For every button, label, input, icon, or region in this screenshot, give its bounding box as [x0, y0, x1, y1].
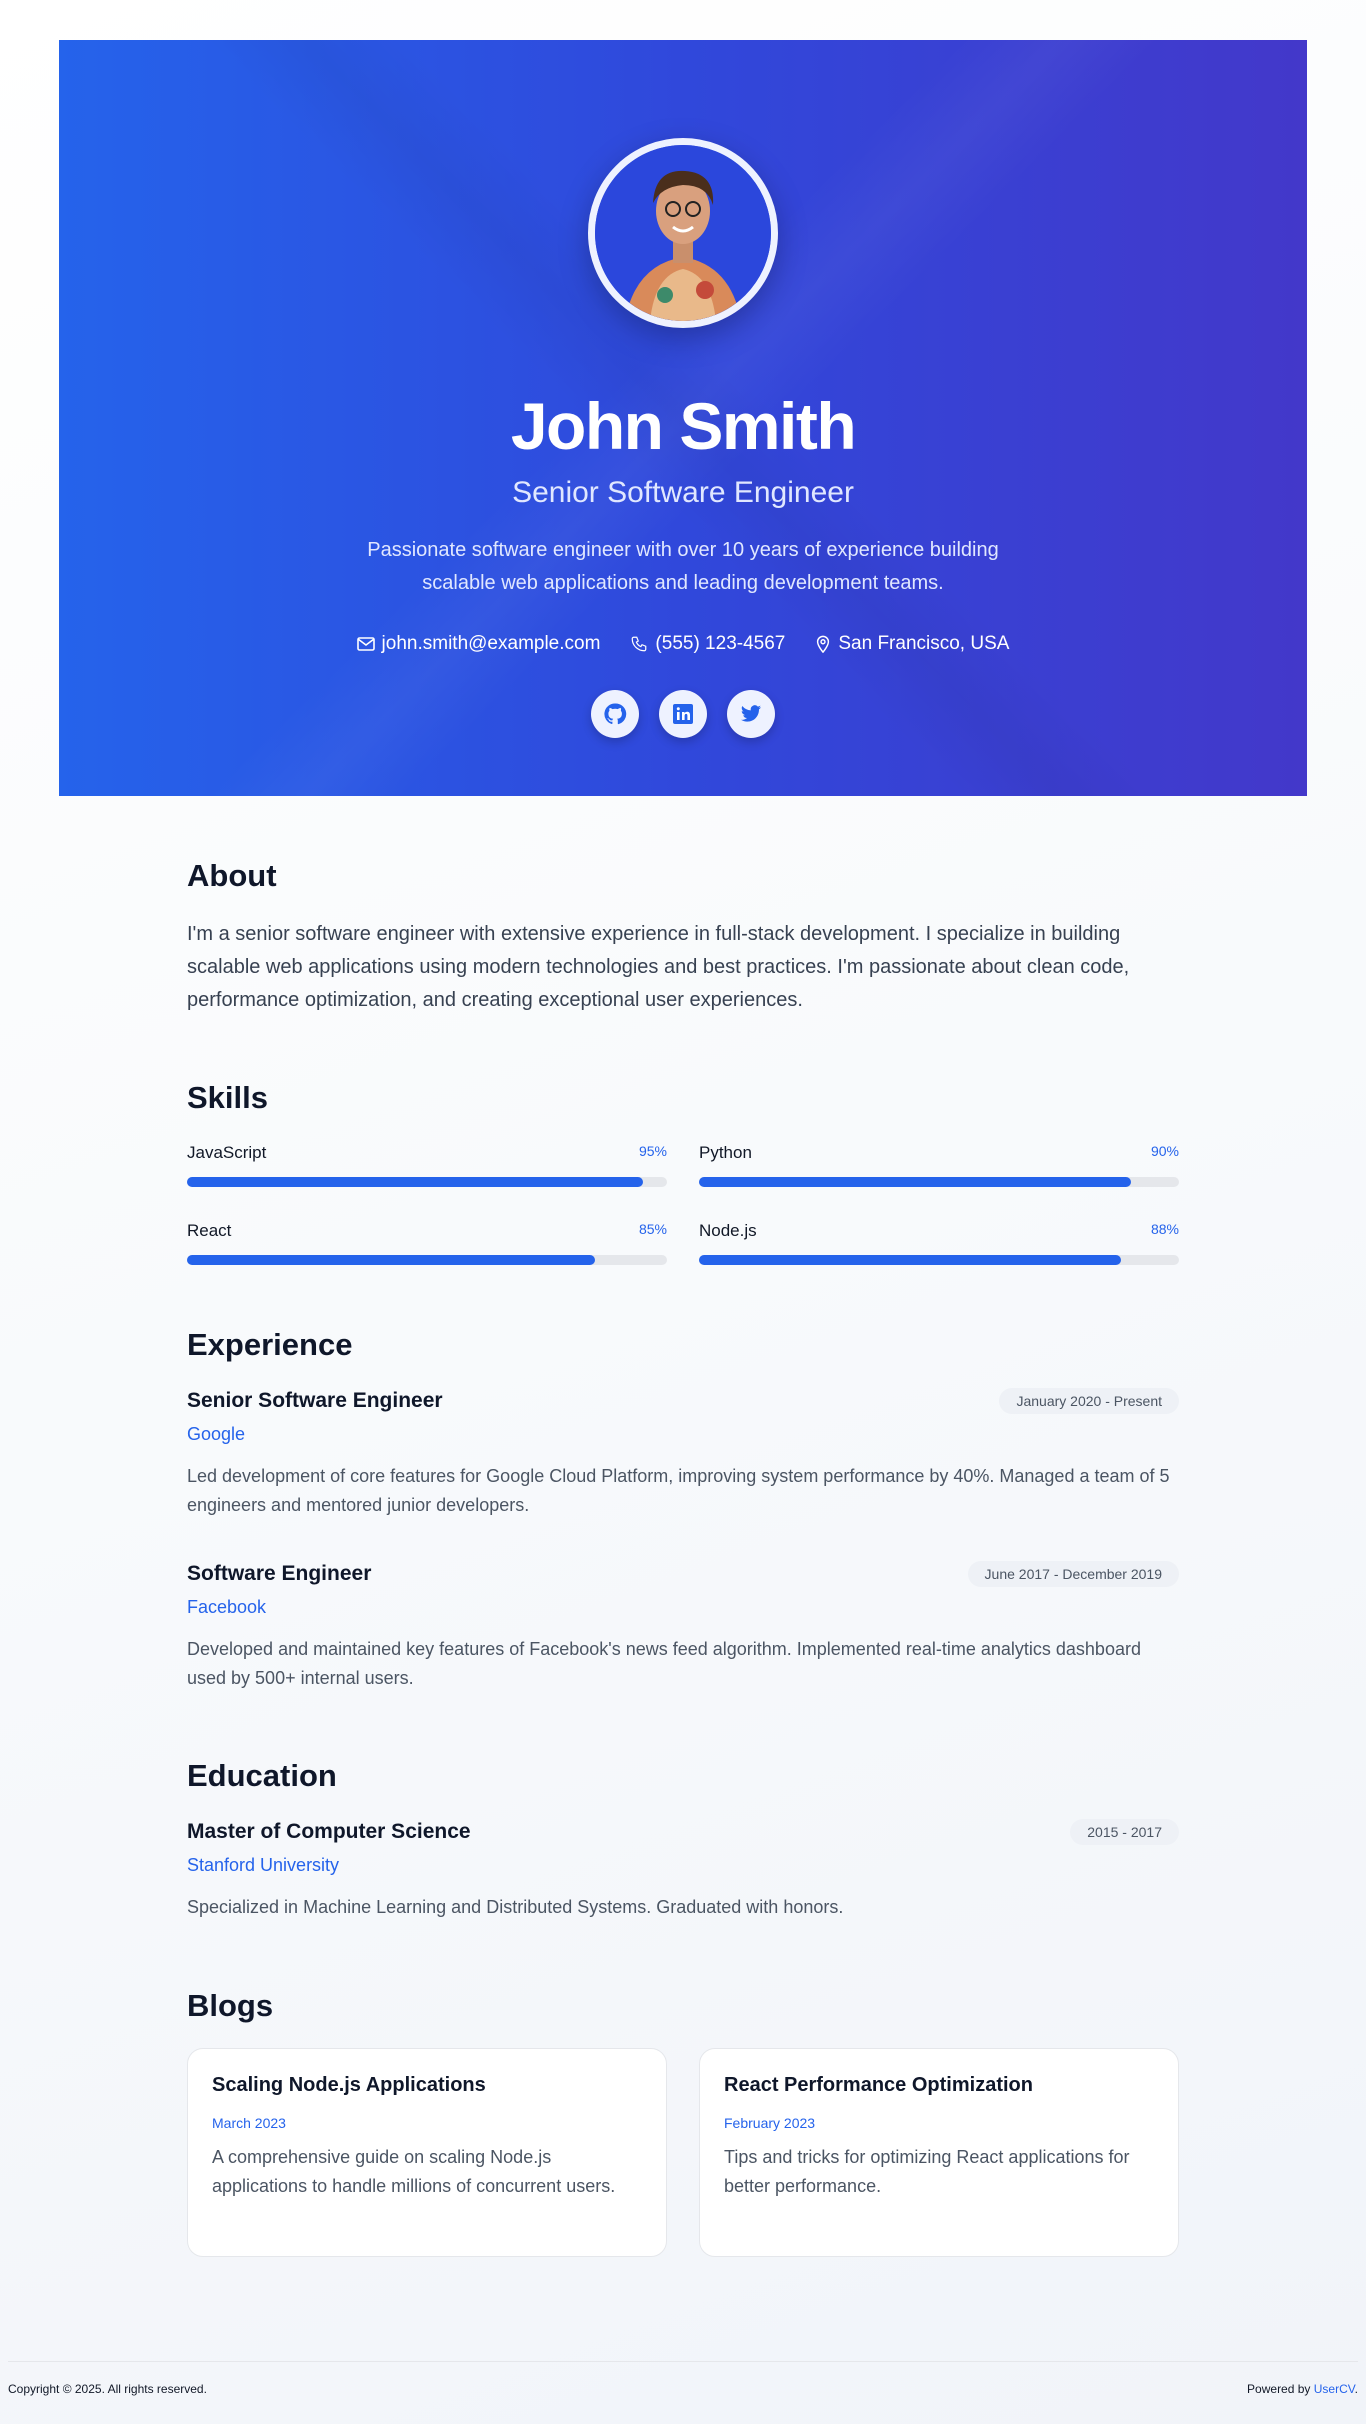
twitter-icon [740, 705, 762, 722]
skill-name: Node.js [699, 1221, 757, 1240]
skill-name: Python [699, 1143, 752, 1162]
skill-item: Node.js 88% [699, 1221, 1179, 1265]
degree: Master of Computer Science [187, 1820, 471, 1843]
education-item: Master of Computer Science 2015 - 2017 St… [187, 1819, 1179, 1922]
skill-bar-fill [187, 1255, 595, 1265]
github-link[interactable] [591, 690, 639, 738]
blog-date: February 2023 [724, 2115, 816, 2131]
skill-bar [187, 1177, 667, 1187]
blog-title: React Performance Optimization [724, 2074, 1033, 2096]
skill-percent: 85% [638, 1221, 667, 1237]
social-links [59, 690, 1307, 738]
experience-item: Senior Software Engineer January 2020 - P… [187, 1388, 1179, 1520]
job-description: Led development of core features for Goo… [187, 1466, 1170, 1515]
avatar [588, 138, 778, 328]
blog-title: Scaling Node.js Applications [212, 2074, 486, 2096]
about-heading: About [187, 858, 277, 893]
powered-prefix: Powered by [1247, 2382, 1314, 2396]
date-badge: January 2020 - Present [999, 1388, 1179, 1414]
skill-bar [699, 1177, 1179, 1187]
skill-bar [699, 1255, 1179, 1265]
contact-location: San Francisco, USA [815, 633, 1009, 655]
usercv-link[interactable]: UserCV [1313, 2382, 1355, 2396]
contact-info: john.smith@example.com (555) 123-4567 Sa… [59, 633, 1307, 655]
job-role: Software Engineer [187, 1562, 372, 1585]
copyright: Copyright © 2025. All rights reserved. [8, 2382, 207, 2396]
email-text: john.smith@example.com [381, 633, 601, 654]
blog-card[interactable]: React Performance Optimization February … [699, 2048, 1179, 2257]
profile-header: John Smith Senior Software Engineer Pass… [59, 40, 1307, 796]
phone-icon [632, 636, 647, 652]
skill-bar-fill [699, 1177, 1131, 1187]
about-text: I'm a senior software engineer with exte… [187, 923, 1130, 1011]
phone-text: (555) 123-4567 [655, 633, 786, 654]
linkedin-icon [673, 704, 693, 724]
profile-bio: Passionate software engineer with over 1… [367, 539, 999, 594]
experience-heading: Experience [187, 1327, 353, 1362]
map-pin-icon [817, 635, 830, 653]
education-heading: Education [187, 1758, 337, 1793]
skill-bar-fill [187, 1177, 643, 1187]
skill-percent: 95% [638, 1143, 667, 1159]
skill-bar-fill [699, 1255, 1122, 1265]
github-icon [604, 703, 627, 725]
skill-name: JavaScript [187, 1143, 267, 1162]
powered-by: Powered by UserCV. [1247, 2382, 1358, 2396]
blog-card[interactable]: Scaling Node.js Applications March 2023 … [187, 2048, 667, 2257]
company-name: Google [187, 1424, 246, 1444]
skill-percent: 88% [1150, 1221, 1179, 1237]
date-badge: 2015 - 2017 [1070, 1819, 1179, 1845]
education-description: Specialized in Machine Learning and Dist… [187, 1897, 844, 1917]
skill-item: JavaScript 95% [187, 1143, 667, 1187]
linkedin-link[interactable] [659, 690, 707, 738]
date-badge: June 2017 - December 2019 [967, 1561, 1179, 1587]
blogs-heading: Blogs [187, 1988, 274, 2023]
skill-item: Python 90% [699, 1143, 1179, 1187]
footer: Copyright © 2025. All rights reserved. P… [8, 2361, 1358, 2396]
mail-icon [356, 637, 375, 651]
job-description: Developed and maintained key features of… [187, 1639, 1141, 1688]
skills-heading: Skills [187, 1080, 268, 1115]
twitter-link[interactable] [727, 690, 775, 738]
school-name: Stanford University [187, 1855, 340, 1875]
company-name: Facebook [187, 1597, 267, 1617]
skill-percent: 90% [1150, 1143, 1179, 1159]
location-text: San Francisco, USA [838, 633, 1010, 654]
skill-bar [187, 1255, 667, 1265]
blog-description: Tips and tricks for optimizing React app… [724, 2147, 1130, 2196]
skill-name: React [187, 1221, 232, 1240]
job-role: Senior Software Engineer [187, 1389, 443, 1412]
profile-name: John Smith [510, 389, 857, 463]
powered-suffix: . [1354, 2382, 1358, 2396]
contact-email[interactable]: john.smith@example.com [356, 633, 601, 655]
contact-phone[interactable]: (555) 123-4567 [630, 633, 785, 655]
blog-date: March 2023 [212, 2115, 286, 2131]
profile-title: Senior Software Engineer [512, 476, 854, 509]
blog-description: A comprehensive guide on scaling Node.js… [212, 2147, 616, 2196]
skill-item: React 85% [187, 1221, 667, 1265]
experience-item: Software Engineer June 2017 - December 20… [187, 1561, 1179, 1693]
